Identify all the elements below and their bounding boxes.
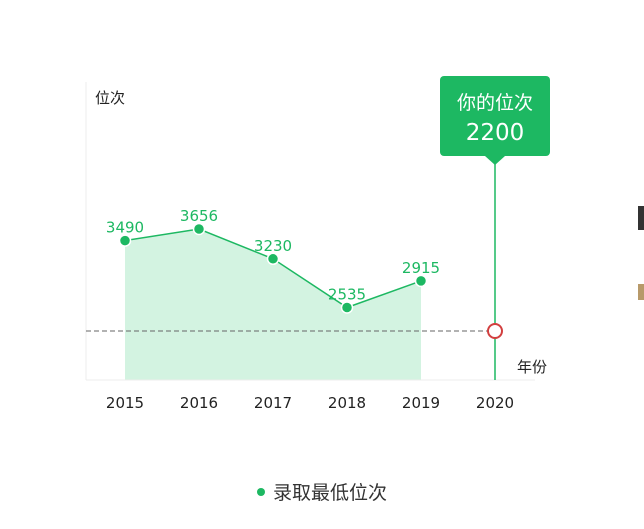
callout-title: 你的位次 [457,92,533,114]
data-label: 2915 [402,259,440,277]
x-tick-label: 2016 [180,394,218,412]
x-axis-title: 年份 [517,358,547,376]
callout-marker [487,323,503,339]
chart-legend[interactable]: 录取最低位次 [0,478,644,505]
legend-marker [256,487,265,496]
data-point [414,274,428,288]
callout-pointer [485,156,505,165]
x-tick-label: 2017 [254,394,292,412]
data-label: 3230 [254,237,292,255]
x-tick-label: 2015 [106,394,144,412]
x-tick-label: 2018 [328,394,366,412]
data-label: 2535 [328,286,366,304]
data-point [118,234,132,247]
clipped-side-text [638,206,644,230]
data-label: 3490 [106,219,144,237]
data-point [340,301,354,314]
data-point [192,222,206,236]
data-label: 3656 [180,207,218,225]
x-tick-label: 2019 [402,394,440,412]
clipped-side-text-2 [638,284,644,300]
x-tick-label: 2020 [476,394,514,412]
series-area [125,229,421,380]
callout-box [440,76,550,156]
y-axis-title: 位次 [95,89,125,107]
data-point [266,252,280,266]
legend-label: 录取最低位次 [272,482,387,504]
callout-value: 2200 [466,120,525,146]
